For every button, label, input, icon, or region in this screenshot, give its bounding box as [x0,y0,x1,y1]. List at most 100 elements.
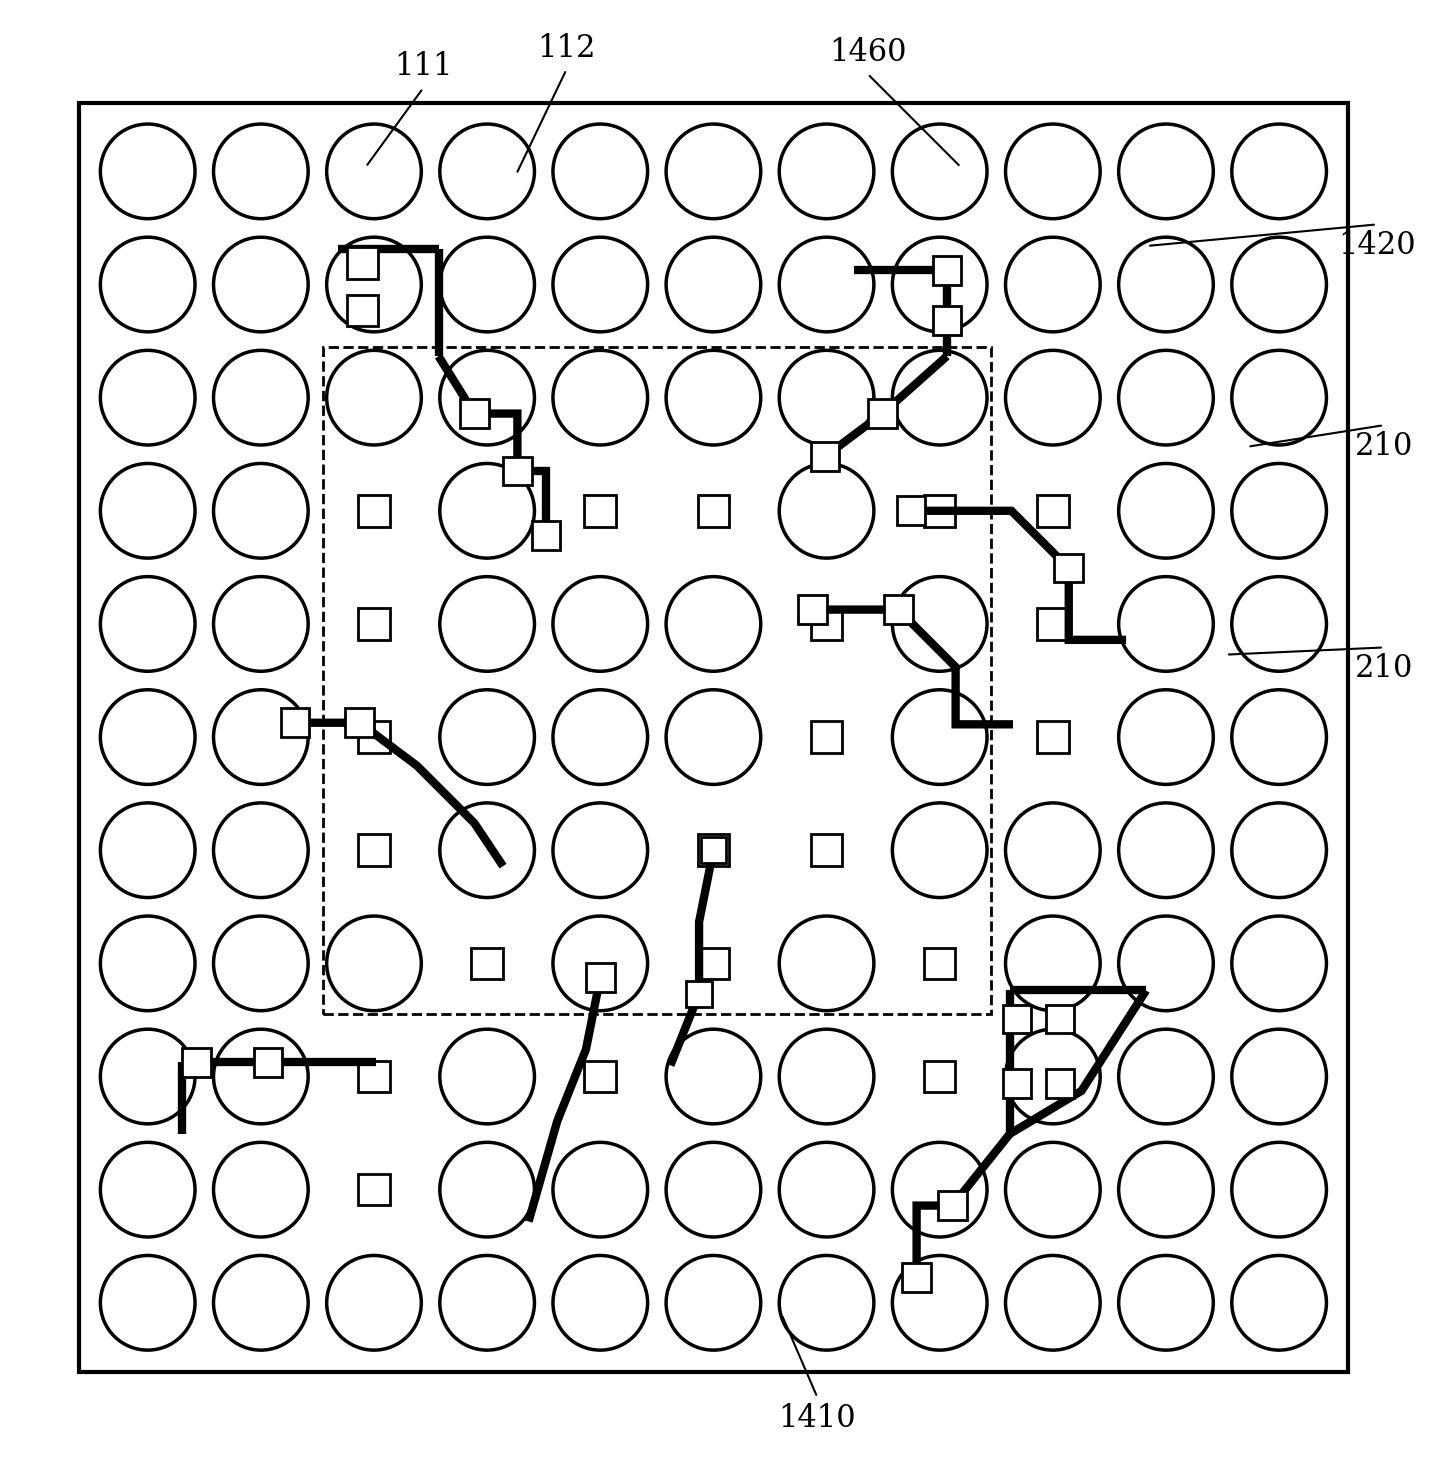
Circle shape [892,1143,987,1237]
Circle shape [665,238,760,332]
Bar [700,838,726,863]
Text: 112: 112 [538,32,595,63]
Bar [1045,1005,1074,1033]
Circle shape [1232,689,1326,785]
Circle shape [100,351,195,445]
Bar [810,835,842,866]
Circle shape [100,1143,195,1237]
Bar [323,346,991,1014]
Text: 111: 111 [394,51,452,82]
Circle shape [779,351,873,445]
Circle shape [1232,464,1326,557]
Circle shape [665,1030,760,1124]
Bar [358,1061,390,1093]
Circle shape [327,1256,422,1350]
Circle shape [100,577,195,672]
Bar [883,596,912,623]
Circle shape [554,802,648,898]
Circle shape [214,351,308,445]
Circle shape [665,1143,760,1237]
Circle shape [214,1143,308,1237]
Circle shape [665,689,760,785]
Circle shape [1005,915,1100,1011]
Bar [697,948,728,978]
Circle shape [1119,125,1213,219]
Bar [1054,555,1083,582]
Circle shape [214,915,308,1011]
Circle shape [214,238,308,332]
Circle shape [892,125,987,219]
Circle shape [1232,125,1326,219]
Bar [810,609,842,640]
Circle shape [440,1143,535,1237]
Bar [923,1061,955,1093]
Bar [1002,1069,1031,1097]
Bar [923,494,955,527]
Circle shape [1119,915,1213,1011]
Circle shape [327,125,422,219]
Circle shape [554,125,648,219]
Bar [587,964,615,992]
Circle shape [779,1256,873,1350]
Circle shape [214,689,308,785]
Bar [902,1263,931,1291]
Circle shape [214,464,308,557]
Circle shape [327,238,422,332]
Bar [358,835,390,866]
Bar [810,442,839,471]
Circle shape [554,238,648,332]
Circle shape [1232,1256,1326,1350]
Bar [254,1047,282,1077]
Circle shape [440,238,535,332]
Circle shape [1005,351,1100,445]
Circle shape [440,1256,535,1350]
Bar [932,307,961,334]
Bar [358,609,390,640]
Text: 210: 210 [1355,653,1412,685]
Circle shape [892,238,987,332]
Bar [182,1047,211,1077]
Circle shape [1232,577,1326,672]
Bar [923,948,955,978]
Circle shape [1005,125,1100,219]
Circle shape [1119,464,1213,557]
Circle shape [1119,577,1213,672]
Circle shape [554,577,648,672]
Circle shape [665,125,760,219]
Text: 1460: 1460 [829,37,906,67]
Circle shape [892,577,987,672]
Bar [932,255,961,285]
Circle shape [779,238,873,332]
Circle shape [1232,1143,1326,1237]
Circle shape [214,577,308,672]
Bar [358,722,390,753]
Bar [1037,494,1068,527]
Circle shape [1232,238,1326,332]
Bar [347,248,379,279]
Circle shape [1232,802,1326,898]
Bar [938,1191,967,1221]
Circle shape [100,1030,195,1124]
Circle shape [440,577,535,672]
Bar [358,1174,390,1206]
Circle shape [100,1256,195,1350]
Circle shape [779,915,873,1011]
Bar [346,709,374,736]
Circle shape [327,915,422,1011]
Bar [1045,1069,1074,1097]
Circle shape [1232,351,1326,445]
Bar [1002,1005,1031,1033]
Bar [347,295,379,326]
Circle shape [1119,689,1213,785]
Circle shape [440,464,535,557]
Circle shape [665,1256,760,1350]
Circle shape [440,125,535,219]
Circle shape [1119,802,1213,898]
Circle shape [554,351,648,445]
Circle shape [554,689,648,785]
Bar [810,722,842,753]
Circle shape [327,351,422,445]
Circle shape [1232,915,1326,1011]
Text: 1420: 1420 [1338,230,1415,261]
Circle shape [1119,351,1213,445]
